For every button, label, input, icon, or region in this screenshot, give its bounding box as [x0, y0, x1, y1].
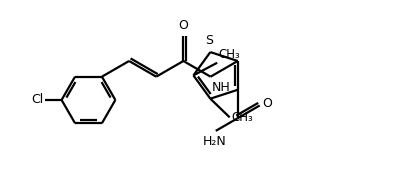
Text: H₂N: H₂N — [202, 135, 226, 148]
Text: O: O — [262, 98, 272, 110]
Text: O: O — [178, 19, 188, 32]
Text: CH₃: CH₃ — [219, 48, 240, 61]
Text: CH₃: CH₃ — [231, 111, 253, 124]
Text: NH: NH — [212, 81, 231, 94]
Text: S: S — [205, 34, 213, 47]
Text: Cl: Cl — [31, 94, 43, 106]
